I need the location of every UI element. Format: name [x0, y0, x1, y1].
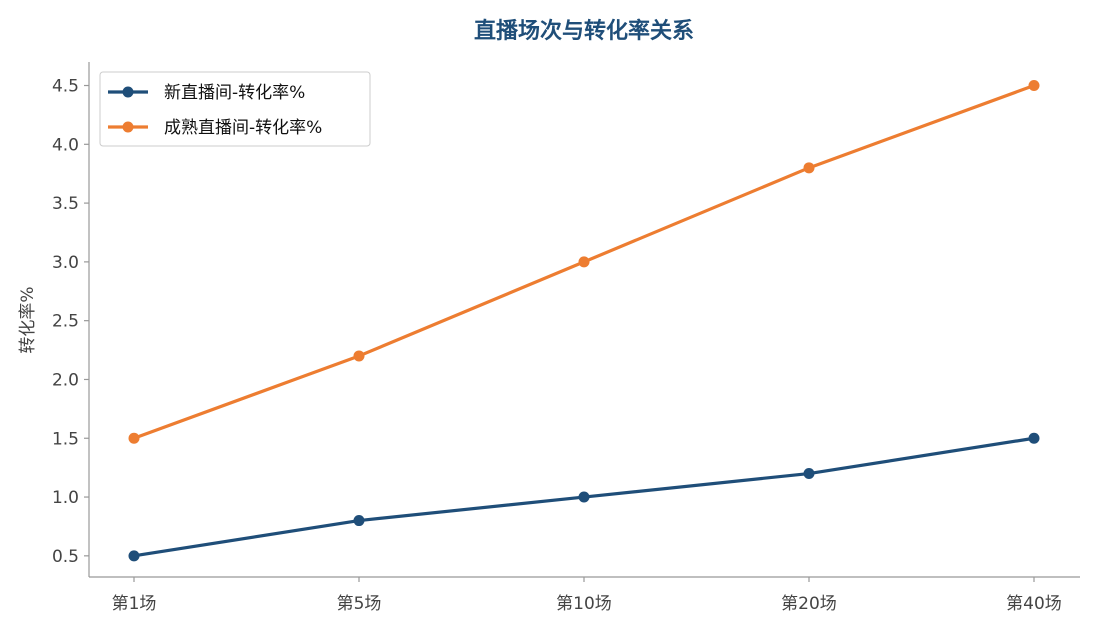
legend: 新直播间-转化率% 成熟直播间-转化率% [99, 71, 371, 147]
y-tick-label: 4.5 [52, 77, 79, 97]
y-tick-label: 2.5 [52, 312, 79, 332]
chart-title: 直播场次与转化率关系 [474, 18, 694, 44]
data-point [353, 515, 365, 527]
data-point [1028, 80, 1040, 92]
data-point [803, 468, 815, 480]
data-point [803, 162, 815, 174]
y-tick-label: 3.5 [52, 194, 79, 214]
legend-swatch-marker [122, 86, 134, 98]
y-tick-label: 1.5 [52, 429, 79, 449]
y-tick-label: 2.0 [52, 370, 79, 390]
series-layer [128, 80, 1040, 562]
data-point [1028, 432, 1040, 444]
x-tick-label: 第5场 [337, 594, 382, 614]
data-point [578, 256, 590, 268]
y-axis-title: 转化率% [18, 286, 38, 353]
legend-label: 成熟直播间-转化率% [164, 117, 322, 138]
x-tick-label: 第20场 [781, 594, 837, 614]
legend-box [99, 71, 371, 147]
axes: 0.5 1.0 1.5 2.0 2.5 3.0 3.5 4.0 4.5 第1场 第5场 第10场 第20… [52, 62, 1080, 614]
data-point [128, 550, 140, 562]
legend-swatch-marker [122, 121, 134, 133]
y-tick-label: 1.0 [52, 488, 79, 508]
data-point [353, 350, 365, 362]
x-tick-label: 第40场 [1006, 594, 1062, 614]
x-tick-label: 第10场 [556, 594, 612, 614]
data-point [128, 432, 140, 444]
y-tick-label: 3.0 [52, 253, 79, 273]
x-tick-label: 第1场 [112, 594, 157, 614]
legend-label: 新直播间-转化率% [164, 83, 305, 103]
data-point [578, 491, 590, 503]
y-tick-label: 4.0 [52, 135, 79, 155]
y-tick-label: 0.5 [52, 547, 79, 567]
